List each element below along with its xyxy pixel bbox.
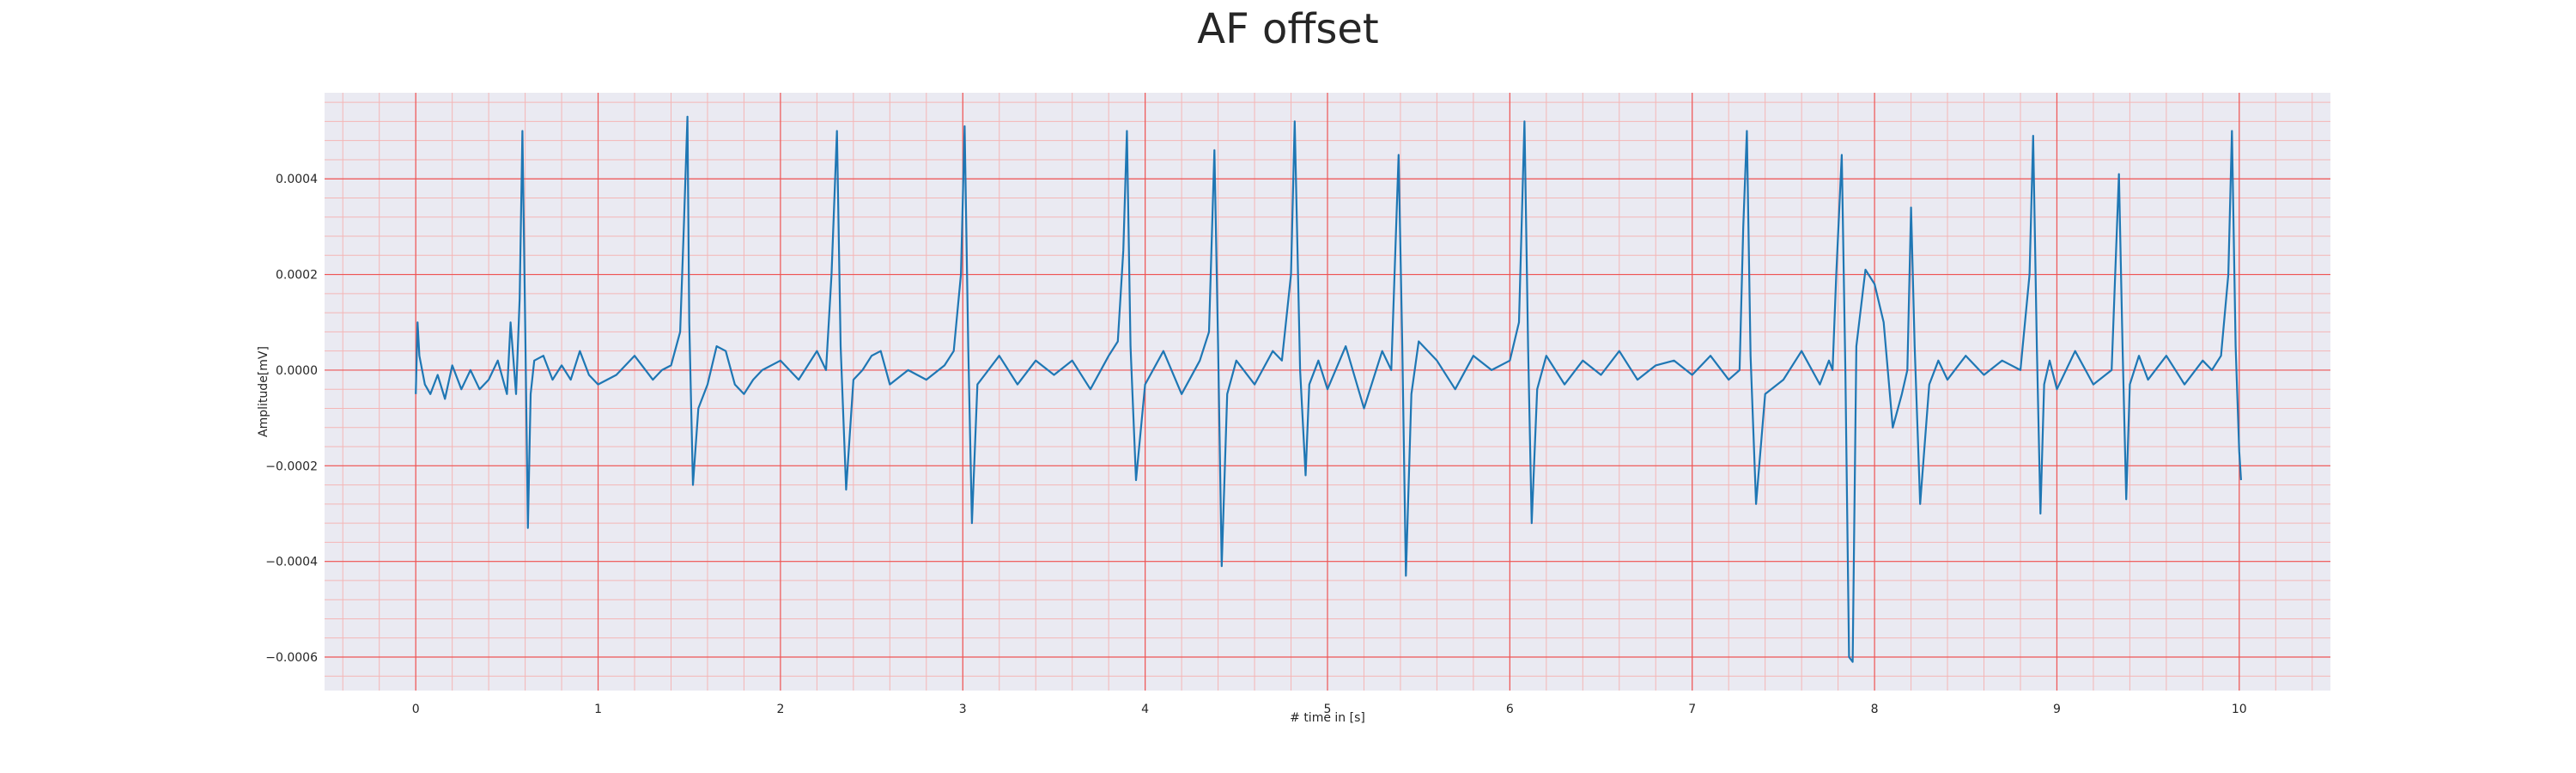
x-tick-labels: 0 1 2 3 4 5 6 7 8 9 10: [412, 703, 2247, 716]
x-tick-label: 10: [2232, 703, 2247, 716]
x-tick-label: 0: [412, 703, 420, 716]
x-tick-label: 5: [1324, 703, 1332, 716]
x-tick-label: 4: [1141, 703, 1149, 716]
x-tick-label: 7: [1688, 703, 1696, 716]
x-axis-label: # time in [s]: [1290, 711, 1365, 725]
y-tick-label: −0.0004: [265, 556, 318, 569]
y-axis-label: Amplitude[mV]: [257, 346, 270, 437]
signal-line: [415, 115, 2242, 663]
major-grid: [325, 93, 2330, 691]
chart-title: AF offset: [1197, 5, 1379, 53]
y-tick-label: 0.0002: [276, 269, 318, 283]
x-tick-label: 2: [776, 703, 784, 716]
x-tick-label: 3: [959, 703, 967, 716]
x-tick-label: 6: [1506, 703, 1514, 716]
y-tick-label: −0.0002: [265, 460, 318, 473]
x-tick-label: 8: [1871, 703, 1879, 716]
y-tick-label: 0.0004: [276, 173, 318, 186]
y-tick-labels: −0.0006 −0.0004 −0.0002 0.0000 0.0002 0.0004: [265, 173, 318, 665]
y-tick-label: 0.0000: [276, 364, 318, 378]
x-tick-label: 9: [2053, 703, 2061, 716]
x-tick-label: 1: [594, 703, 602, 716]
y-tick-label: −0.0006: [265, 651, 318, 665]
